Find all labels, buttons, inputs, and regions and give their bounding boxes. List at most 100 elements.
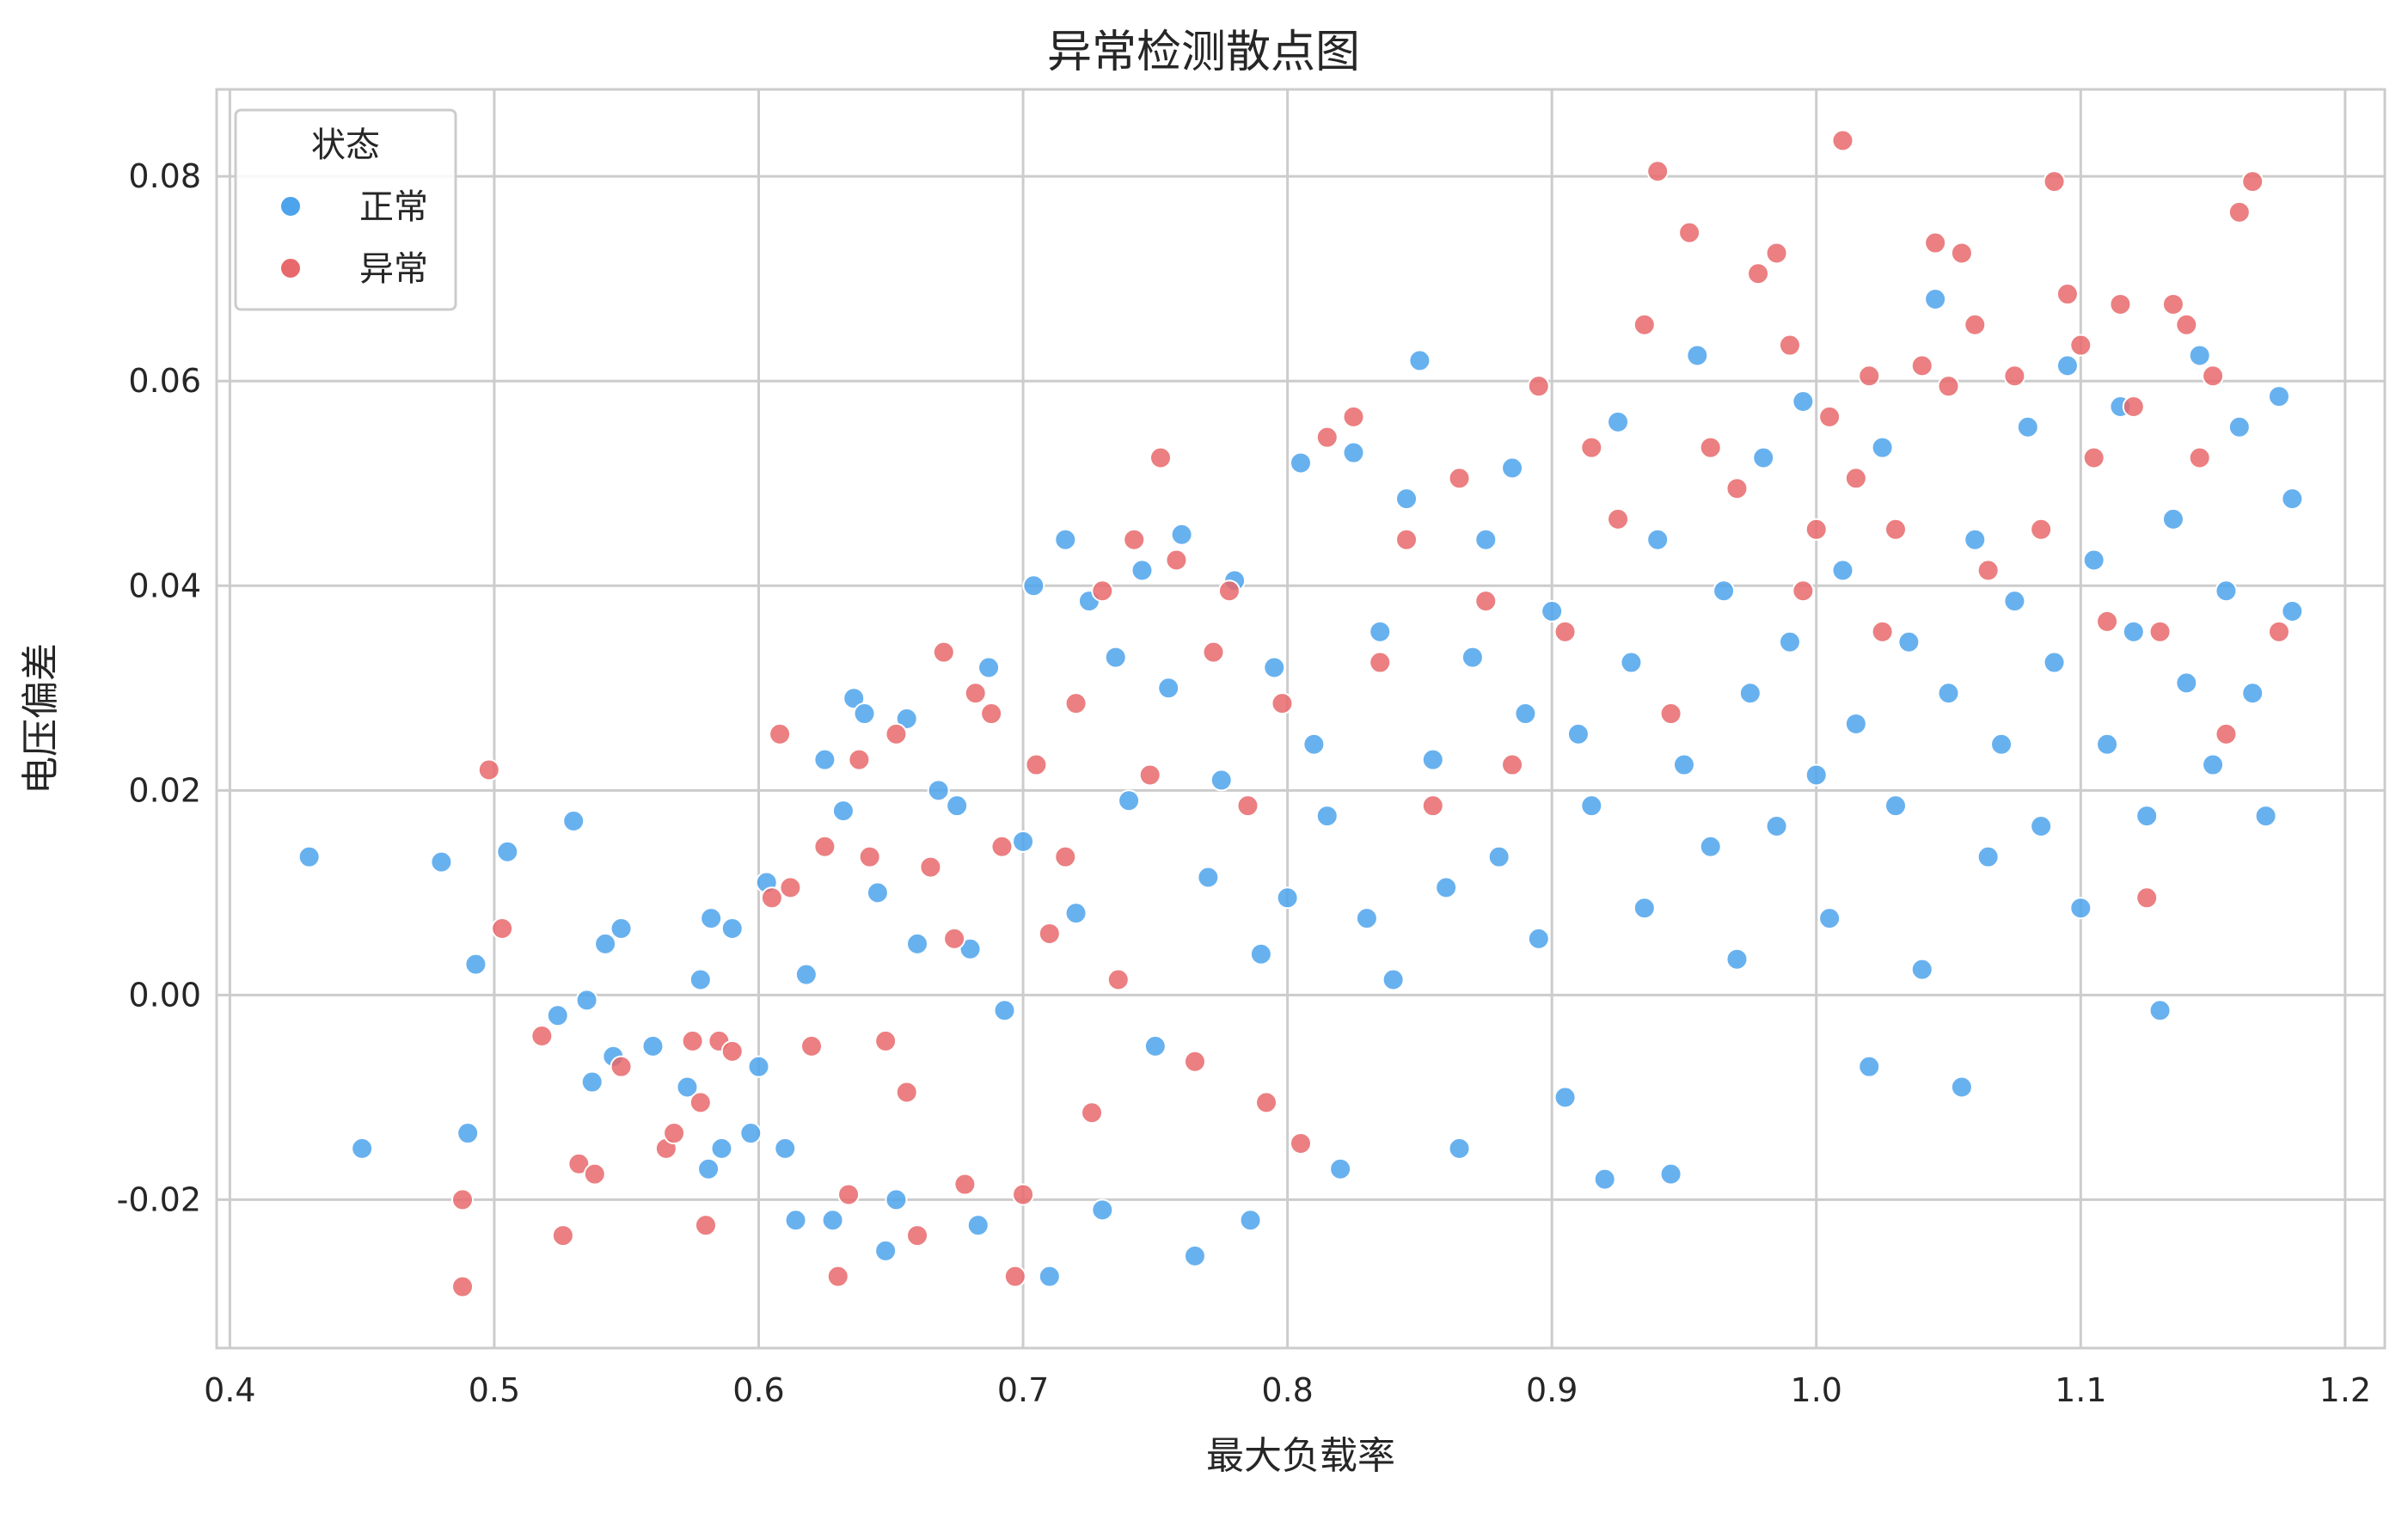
data-point-normal bbox=[1620, 651, 1643, 674]
data-point-anomaly bbox=[932, 641, 955, 664]
data-point-normal bbox=[2241, 682, 2264, 705]
data-point-anomaly bbox=[2202, 365, 2225, 388]
data-point-normal bbox=[1276, 886, 1299, 910]
data-point-normal bbox=[2188, 344, 2211, 367]
data-point-normal bbox=[2281, 600, 2304, 623]
data-point-anomaly bbox=[2109, 292, 2132, 316]
data-point-normal bbox=[1369, 620, 1392, 643]
data-point-normal bbox=[853, 702, 876, 726]
data-point-anomaly bbox=[769, 722, 792, 745]
data-point-anomaly bbox=[2003, 365, 2026, 388]
data-point-normal bbox=[1342, 441, 1365, 464]
data-point-normal bbox=[1302, 732, 1326, 756]
data-point-anomaly bbox=[551, 1224, 574, 1247]
data-point-normal bbox=[1792, 390, 1815, 414]
data-point-normal bbox=[2175, 671, 2198, 695]
data-point-anomaly bbox=[1003, 1265, 1026, 1288]
data-point-anomaly bbox=[694, 1214, 717, 1237]
data-point-normal bbox=[2202, 753, 2225, 776]
data-point-normal bbox=[1143, 1034, 1167, 1057]
data-point-anomaly bbox=[1884, 518, 1908, 541]
data-point-normal bbox=[842, 687, 866, 710]
data-point-normal bbox=[1884, 794, 1908, 818]
data-point-normal bbox=[1844, 712, 1867, 735]
y-tick-label: 0.00 bbox=[128, 976, 201, 1014]
data-point-normal bbox=[774, 1137, 797, 1160]
data-point-anomaly bbox=[1765, 242, 1788, 265]
data-point-anomaly bbox=[1527, 375, 1550, 398]
data-point-normal bbox=[1818, 907, 1841, 930]
data-point-anomaly bbox=[1607, 507, 1630, 530]
data-point-anomaly bbox=[1646, 160, 1670, 183]
data-point-normal bbox=[1950, 1076, 1973, 1099]
data-point-anomaly bbox=[1149, 446, 1172, 469]
data-point-normal bbox=[1831, 559, 1854, 582]
data-point-normal bbox=[562, 810, 585, 833]
data-point-normal bbox=[1249, 942, 1272, 965]
data-point-normal bbox=[2254, 805, 2277, 828]
y-tick-label: 0.06 bbox=[128, 362, 201, 400]
data-point-normal bbox=[1038, 1265, 1061, 1288]
data-point-normal bbox=[1448, 1137, 1471, 1160]
legend-marker-anomaly bbox=[279, 257, 302, 279]
data-point-anomaly bbox=[1012, 1183, 1035, 1206]
data-point-anomaly bbox=[964, 682, 987, 705]
data-point-anomaly bbox=[980, 702, 1003, 726]
data-point-normal bbox=[1104, 646, 1127, 669]
data-point-normal bbox=[1897, 630, 1921, 653]
data-point-normal bbox=[456, 1122, 480, 1145]
data-point-anomaly bbox=[567, 1152, 591, 1175]
data-point-normal bbox=[1487, 845, 1510, 868]
data-point-normal bbox=[710, 1137, 733, 1160]
data-point-normal bbox=[610, 917, 633, 940]
data-point-normal bbox=[1329, 1157, 1352, 1180]
x-tick-label: 0.5 bbox=[469, 1371, 520, 1409]
data-point-normal bbox=[1421, 748, 1444, 771]
data-point-anomaly bbox=[1950, 242, 1973, 265]
x-tick-label: 1.1 bbox=[2055, 1371, 2106, 1409]
data-point-normal bbox=[1672, 753, 1695, 776]
data-point-anomaly bbox=[1818, 405, 1841, 428]
data-point-normal bbox=[1910, 958, 1933, 981]
data-point-normal bbox=[1607, 410, 1630, 433]
data-point-anomaly bbox=[2135, 886, 2159, 910]
data-point-anomaly bbox=[1831, 129, 1854, 152]
data-point-normal bbox=[977, 656, 1001, 679]
y-tick-label: 0.04 bbox=[128, 567, 201, 604]
data-point-normal bbox=[1804, 763, 1828, 787]
data-point-anomaly bbox=[953, 1173, 977, 1196]
y-axis-label: 电压偏差 bbox=[19, 643, 63, 794]
data-point-anomaly bbox=[1202, 641, 1225, 664]
data-point-anomaly bbox=[1236, 794, 1259, 818]
data-point-anomaly bbox=[2188, 446, 2211, 469]
data-point-normal bbox=[1580, 794, 1603, 818]
data-point-normal bbox=[1553, 1086, 1577, 1109]
data-point-anomaly bbox=[451, 1188, 475, 1211]
data-point-normal bbox=[1541, 600, 1564, 623]
series-normal bbox=[297, 288, 2304, 1288]
x-tick-label: 0.6 bbox=[732, 1371, 784, 1409]
data-point-anomaly bbox=[1315, 426, 1339, 449]
y-tick-label: -0.02 bbox=[117, 1180, 201, 1218]
data-point-anomaly bbox=[1678, 221, 1701, 244]
data-point-normal bbox=[1514, 702, 1537, 726]
data-point-normal bbox=[874, 1239, 898, 1262]
data-point-anomaly bbox=[1553, 620, 1577, 643]
data-point-anomaly bbox=[1924, 231, 1947, 254]
data-point-normal bbox=[496, 840, 519, 863]
data-point-normal bbox=[2267, 385, 2290, 408]
data-point-anomaly bbox=[885, 722, 908, 745]
y-tick-label: 0.08 bbox=[128, 157, 201, 195]
data-point-normal bbox=[2148, 999, 2172, 1022]
data-point-anomaly bbox=[477, 758, 500, 782]
data-point-normal bbox=[1633, 897, 1656, 920]
data-point-normal bbox=[739, 1122, 763, 1145]
data-point-normal bbox=[1924, 288, 1947, 310]
data-point-anomaly bbox=[2030, 518, 2053, 541]
data-point-anomaly bbox=[720, 1039, 744, 1063]
x-tick-label: 0.9 bbox=[1526, 1371, 1578, 1409]
data-point-anomaly bbox=[800, 1034, 824, 1057]
data-point-normal bbox=[885, 1188, 908, 1211]
